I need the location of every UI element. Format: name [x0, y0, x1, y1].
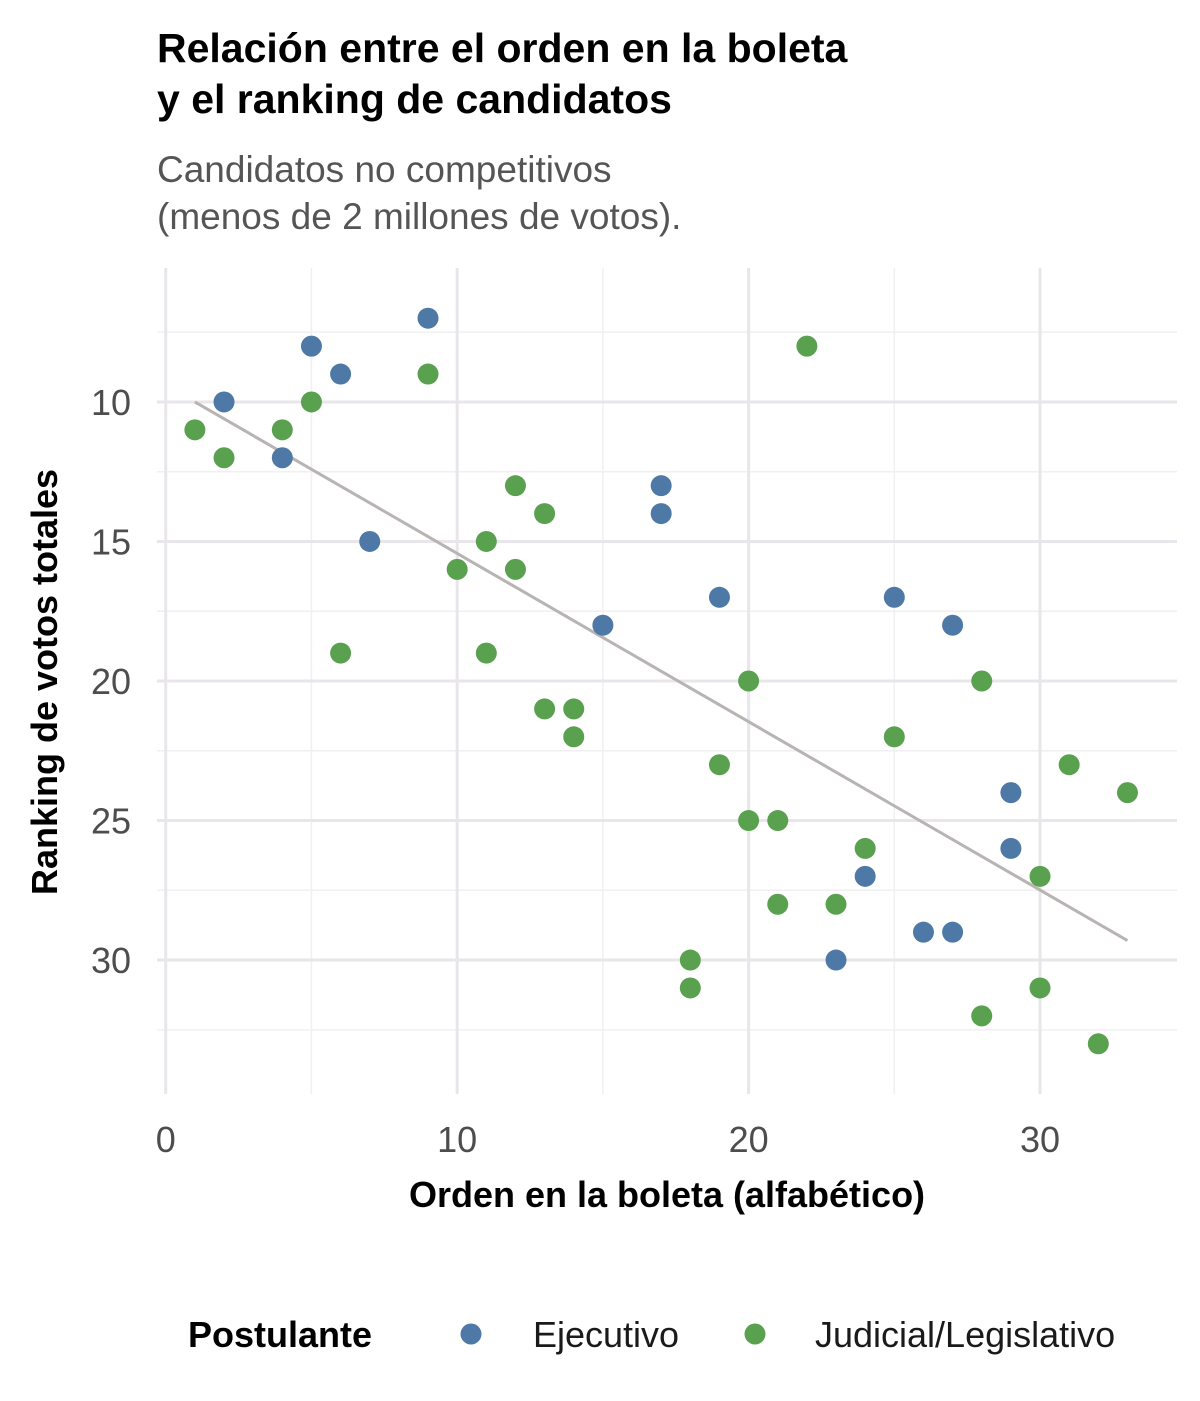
point-judicial-legislativo [1058, 754, 1080, 776]
point-judicial-legislativo [563, 698, 585, 720]
y-axis-ticks: 10 15 20 25 30 [91, 382, 131, 981]
point-ejecutivo [300, 335, 322, 357]
x-tick-label: 20 [729, 1119, 769, 1160]
point-ejecutivo [271, 447, 293, 469]
point-judicial-legislativo [475, 530, 497, 552]
point-ejecutivo [650, 503, 672, 525]
points-layer [184, 307, 1138, 1055]
point-ejecutivo [359, 530, 381, 552]
legend-label-judicial-legislativo: Judicial/Legislativo [815, 1314, 1115, 1355]
point-ejecutivo [417, 307, 439, 329]
y-tick-label: 30 [91, 940, 131, 981]
point-judicial-legislativo [1029, 977, 1051, 999]
legend-key-judicial-legislativo [744, 1323, 766, 1345]
x-axis-ticks: 0 10 20 30 [156, 1119, 1060, 1160]
point-judicial-legislativo [971, 670, 993, 692]
point-judicial-legislativo [883, 726, 905, 748]
y-tick-label: 10 [91, 382, 131, 423]
point-judicial-legislativo [708, 754, 730, 776]
legend-title: Postulante [188, 1314, 372, 1355]
y-tick-label: 15 [91, 521, 131, 562]
chart-subtitle-line-1: Candidatos no competitivos [157, 149, 612, 190]
legend: Postulante Ejecutivo Judicial/Legislativ… [188, 1314, 1115, 1355]
point-ejecutivo [912, 921, 934, 943]
point-ejecutivo [883, 586, 905, 608]
point-judicial-legislativo [854, 837, 876, 859]
point-judicial-legislativo [213, 447, 235, 469]
point-judicial-legislativo [1116, 782, 1138, 804]
point-judicial-legislativo [504, 558, 526, 580]
point-ejecutivo [942, 921, 964, 943]
point-ejecutivo [1000, 837, 1022, 859]
point-judicial-legislativo [534, 698, 556, 720]
point-ejecutivo [592, 614, 614, 636]
point-ejecutivo [854, 865, 876, 887]
point-judicial-legislativo [271, 419, 293, 441]
point-ejecutivo [708, 586, 730, 608]
x-tick-label: 30 [1020, 1119, 1060, 1160]
point-ejecutivo [942, 614, 964, 636]
y-tick-label: 25 [91, 801, 131, 842]
point-ejecutivo [1000, 782, 1022, 804]
point-judicial-legislativo [767, 810, 789, 832]
y-tick-label: 20 [91, 661, 131, 702]
point-judicial-legislativo [796, 335, 818, 357]
point-judicial-legislativo [504, 475, 526, 497]
trend-layer [194, 400, 1129, 942]
x-axis-title: Orden en la boleta (alfabético) [409, 1174, 925, 1215]
y-axis-title: Ranking de votos totales [24, 469, 65, 895]
grid-minor [157, 268, 1177, 1094]
point-judicial-legislativo [534, 503, 556, 525]
point-judicial-legislativo [971, 1005, 993, 1027]
chart-subtitle-line-2: (menos de 2 millones de votos). [157, 196, 681, 237]
point-judicial-legislativo [767, 893, 789, 915]
point-ejecutivo [213, 391, 235, 413]
trend-line [194, 400, 1129, 942]
point-ejecutivo [330, 363, 352, 385]
point-judicial-legislativo [825, 893, 847, 915]
chart-header: Relación entre el orden en la boleta y e… [157, 25, 849, 237]
point-judicial-legislativo [679, 949, 701, 971]
point-ejecutivo [825, 949, 847, 971]
point-ejecutivo [650, 475, 672, 497]
chart-title-line-2: y el ranking de candidatos [157, 76, 672, 122]
legend-key-ejecutivo [460, 1323, 482, 1345]
point-judicial-legislativo [300, 391, 322, 413]
point-judicial-legislativo [330, 642, 352, 664]
point-judicial-legislativo [475, 642, 497, 664]
point-judicial-legislativo [1087, 1033, 1109, 1055]
legend-label-ejecutivo: Ejecutivo [533, 1314, 679, 1355]
point-judicial-legislativo [738, 670, 760, 692]
chart-title-line-1: Relación entre el orden en la boleta [157, 25, 849, 71]
x-tick-label: 10 [437, 1119, 477, 1160]
point-judicial-legislativo [446, 558, 468, 580]
point-judicial-legislativo [1029, 865, 1051, 887]
x-tick-label: 0 [156, 1119, 176, 1160]
point-judicial-legislativo [563, 726, 585, 748]
point-judicial-legislativo [738, 810, 760, 832]
grid-major [157, 268, 1177, 1094]
point-judicial-legislativo [417, 363, 439, 385]
point-judicial-legislativo [184, 419, 206, 441]
point-judicial-legislativo [679, 977, 701, 999]
